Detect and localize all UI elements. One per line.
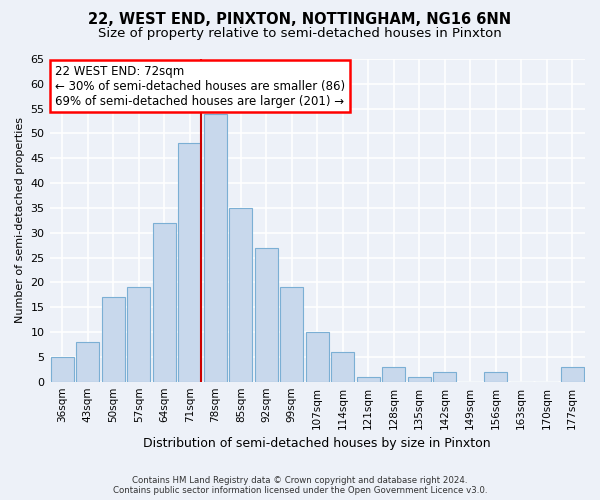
Bar xyxy=(484,372,507,382)
Bar xyxy=(51,357,74,382)
Bar xyxy=(255,248,278,382)
Text: Contains HM Land Registry data © Crown copyright and database right 2024.
Contai: Contains HM Land Registry data © Crown c… xyxy=(113,476,487,495)
Text: 22 WEST END: 72sqm
← 30% of semi-detached houses are smaller (86)
69% of semi-de: 22 WEST END: 72sqm ← 30% of semi-detache… xyxy=(55,64,345,108)
Bar xyxy=(178,144,201,382)
Bar xyxy=(76,342,99,382)
Bar xyxy=(280,288,303,382)
Bar xyxy=(331,352,354,382)
Bar xyxy=(561,367,584,382)
X-axis label: Distribution of semi-detached houses by size in Pinxton: Distribution of semi-detached houses by … xyxy=(143,437,491,450)
Text: 22, WEST END, PINXTON, NOTTINGHAM, NG16 6NN: 22, WEST END, PINXTON, NOTTINGHAM, NG16 … xyxy=(88,12,512,28)
Bar xyxy=(127,288,150,382)
Bar xyxy=(357,376,380,382)
Bar xyxy=(408,376,431,382)
Y-axis label: Number of semi-detached properties: Number of semi-detached properties xyxy=(15,118,25,324)
Bar xyxy=(229,208,252,382)
Bar xyxy=(102,298,125,382)
Text: Size of property relative to semi-detached houses in Pinxton: Size of property relative to semi-detach… xyxy=(98,28,502,40)
Bar xyxy=(306,332,329,382)
Bar xyxy=(153,223,176,382)
Bar xyxy=(382,367,405,382)
Bar xyxy=(204,114,227,382)
Bar xyxy=(433,372,456,382)
